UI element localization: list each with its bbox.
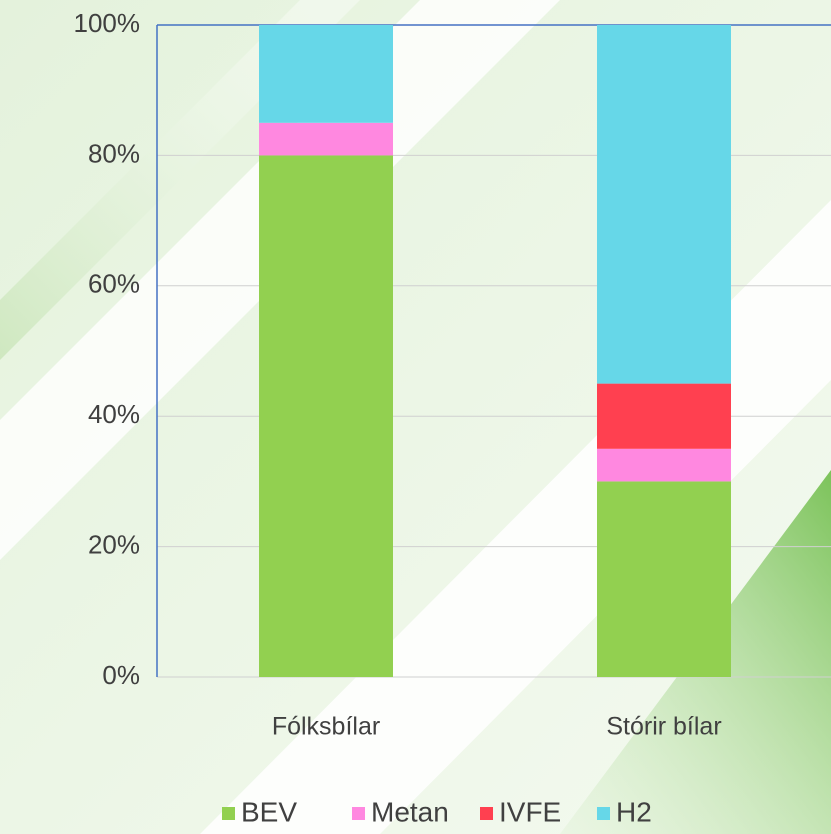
bar-segment (259, 122, 393, 156)
legend-swatch (352, 807, 365, 820)
y-tick-label: 0% (102, 660, 140, 690)
y-tick-label: 100% (74, 8, 141, 38)
bar-segment (597, 383, 731, 449)
legend-label: IVFE (499, 796, 561, 827)
y-tick-label: 20% (88, 529, 140, 559)
bar-segment (259, 155, 393, 677)
bar-segment (597, 448, 731, 482)
bar-segment (259, 25, 393, 123)
legend-label: BEV (241, 796, 297, 827)
y-tick-label: 60% (88, 269, 140, 299)
bar-segment (597, 481, 731, 677)
legend-label: Metan (371, 796, 449, 827)
bar-segment (597, 25, 731, 384)
legend-label: H2 (616, 796, 652, 827)
legend-swatch (222, 807, 235, 820)
x-tick-label: Stórir bílar (606, 713, 721, 741)
x-tick-label: Fólksbílar (272, 713, 380, 741)
legend-swatch (480, 807, 493, 820)
y-tick-label: 80% (88, 138, 140, 168)
y-tick-label: 40% (88, 399, 140, 429)
legend-swatch (597, 807, 610, 820)
